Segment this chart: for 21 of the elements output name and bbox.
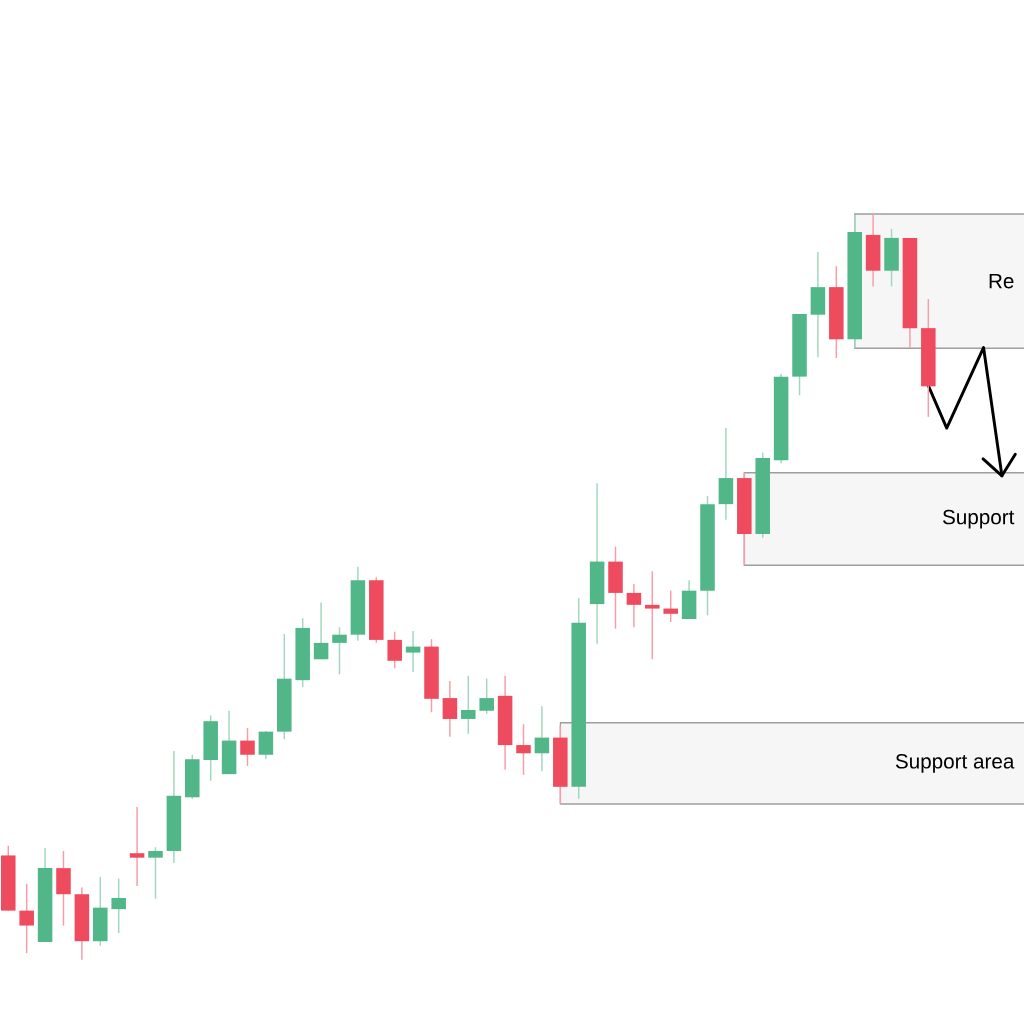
candlestick [534,705,550,772]
candlestick [19,883,34,954]
candlestick [148,846,163,900]
candlestick [240,727,255,767]
candlestick [129,806,145,887]
candlestick [332,626,347,675]
candlestick [313,601,329,661]
candlestick [442,680,458,738]
candlestick [645,570,660,661]
candlestick [387,630,402,669]
candlestick [663,589,678,623]
candlestick [405,630,421,673]
candlestick [111,877,126,934]
band-label: Support area [895,753,1015,773]
candlestick [479,677,494,715]
band-label: Support [942,509,1015,529]
candlestick [258,730,274,760]
candlestick [626,583,642,628]
band-label: Re [989,273,1014,289]
candlestick [516,723,531,776]
candlestick [461,674,476,735]
